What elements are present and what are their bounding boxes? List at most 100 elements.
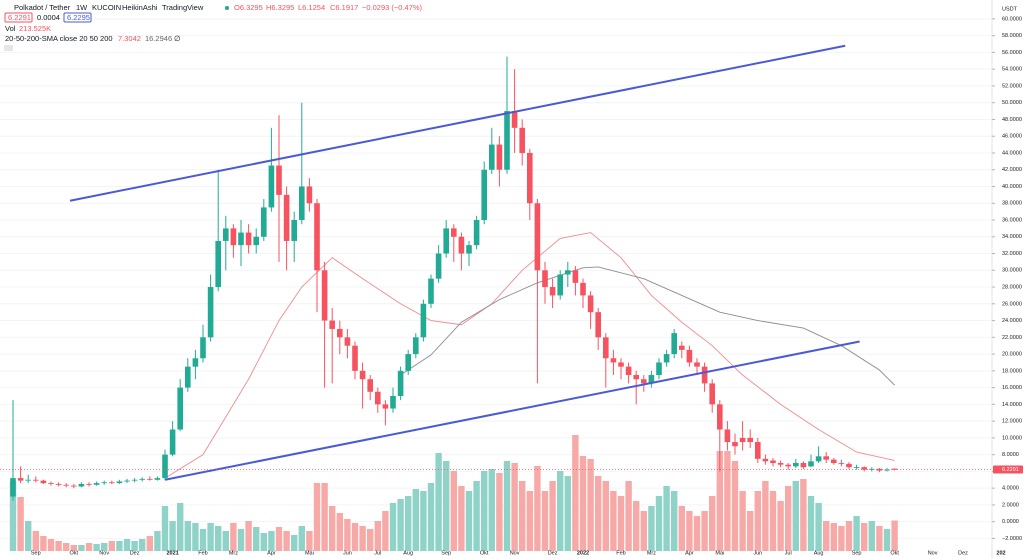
y-tick-label: 46.0000 xyxy=(1002,134,1022,140)
volume-bar xyxy=(222,531,229,551)
x-tick-label: Apr xyxy=(267,550,276,556)
last-price-box xyxy=(993,465,1023,474)
volume-bar xyxy=(496,473,503,551)
volume-bar xyxy=(291,535,298,551)
candle-body xyxy=(124,480,130,482)
candle-body xyxy=(382,404,389,409)
x-tick-label: Aug xyxy=(814,550,824,556)
volume-bar xyxy=(275,527,283,551)
y-tick-label: 54.0000 xyxy=(1002,67,1022,73)
volume-bar xyxy=(161,506,169,551)
volume-bar xyxy=(55,541,62,551)
volume-bar xyxy=(78,545,85,551)
volume-bar xyxy=(435,453,442,551)
candle-body xyxy=(253,236,259,246)
candle-body xyxy=(679,345,685,350)
grid xyxy=(0,18,992,539)
volume-bar xyxy=(344,519,351,551)
x-tick-label: Jul xyxy=(785,550,792,556)
volume-bar xyxy=(762,481,769,551)
candle-body xyxy=(276,165,282,195)
candle-body xyxy=(587,295,594,313)
candle-body xyxy=(800,463,807,468)
volume-bar xyxy=(230,523,237,551)
candle-body xyxy=(709,383,715,405)
candle-body xyxy=(489,144,495,170)
volume-bar xyxy=(602,481,609,551)
volume-bar xyxy=(777,501,784,551)
x-tick-label: Okt xyxy=(70,550,79,556)
close: C6.1917 xyxy=(330,3,358,12)
candle-body xyxy=(131,479,138,481)
volume-bar xyxy=(298,526,305,551)
volume-bar xyxy=(17,497,24,551)
candle-body xyxy=(473,220,480,246)
y-tick-label: 18.0000 xyxy=(1002,368,1022,374)
ask-box[interactable] xyxy=(63,12,92,23)
x-tick-label: Nov xyxy=(510,550,520,556)
candle-body xyxy=(755,442,761,459)
candle-body xyxy=(663,354,670,363)
collapse-button[interactable] xyxy=(4,45,13,51)
y-tick-label: 40.0000 xyxy=(1002,184,1022,190)
x-tick-label: Nov xyxy=(99,550,109,556)
volume-bar xyxy=(427,483,435,551)
candle-body xyxy=(215,240,221,288)
volume-bar xyxy=(876,526,883,551)
low: L6.1254 xyxy=(298,3,325,12)
candle-body xyxy=(823,456,829,460)
volume-bar xyxy=(526,491,533,551)
candle-body xyxy=(549,287,556,296)
candle-body xyxy=(55,483,62,485)
volume-bar xyxy=(374,521,381,551)
volume-bar xyxy=(655,496,663,551)
volume-bar xyxy=(405,496,412,551)
candle-body xyxy=(534,203,541,271)
volume-bar xyxy=(541,491,549,551)
volume-label: Vol xyxy=(5,24,16,33)
candle-body xyxy=(732,442,738,447)
x-tick-label: Apr xyxy=(685,550,694,556)
candle-body xyxy=(177,387,183,430)
x-tick-label: 2021 xyxy=(166,550,178,556)
candle-body xyxy=(815,456,822,462)
volume-bar xyxy=(747,511,754,551)
candle-body xyxy=(618,362,624,367)
x-tick-label: Sep xyxy=(852,550,862,556)
x-tick-label: Okt xyxy=(480,550,489,556)
candle-body xyxy=(808,461,814,467)
candle-body xyxy=(413,337,419,355)
volume-bar xyxy=(70,545,77,551)
change: −0.0293 (−0.47%) xyxy=(362,3,423,12)
candle-body xyxy=(724,429,731,443)
volume-bar xyxy=(32,531,39,551)
candle-body xyxy=(793,463,799,467)
x-tick-label: Dez xyxy=(958,550,968,556)
volume-bar xyxy=(367,529,374,551)
bid-box[interactable] xyxy=(4,12,33,23)
candle-body xyxy=(504,111,510,170)
volume-bar xyxy=(63,543,70,551)
candle-body xyxy=(785,464,791,467)
candle-body xyxy=(109,482,115,484)
y-tick-label: 34.0000 xyxy=(1002,234,1022,240)
candle-body xyxy=(116,481,123,484)
volume-bar xyxy=(215,526,222,551)
y-tick-label: 52.0000 xyxy=(1002,83,1022,89)
y-tick-label: 4.0000 xyxy=(1002,486,1019,492)
volume-bar xyxy=(861,523,868,551)
candle-body xyxy=(367,379,373,392)
candle-body xyxy=(359,370,366,380)
volume-bar xyxy=(382,511,389,551)
candle-body xyxy=(397,370,404,396)
candle-body xyxy=(337,328,343,338)
x-tick-label: Jun xyxy=(753,550,762,556)
volume-bar xyxy=(412,489,419,551)
volume-bar xyxy=(268,531,275,551)
candle-body xyxy=(169,429,176,455)
x-tick-label: Sep xyxy=(441,550,451,556)
candle-body xyxy=(93,483,100,485)
volume-bar xyxy=(663,486,670,551)
candle-body xyxy=(321,270,328,321)
